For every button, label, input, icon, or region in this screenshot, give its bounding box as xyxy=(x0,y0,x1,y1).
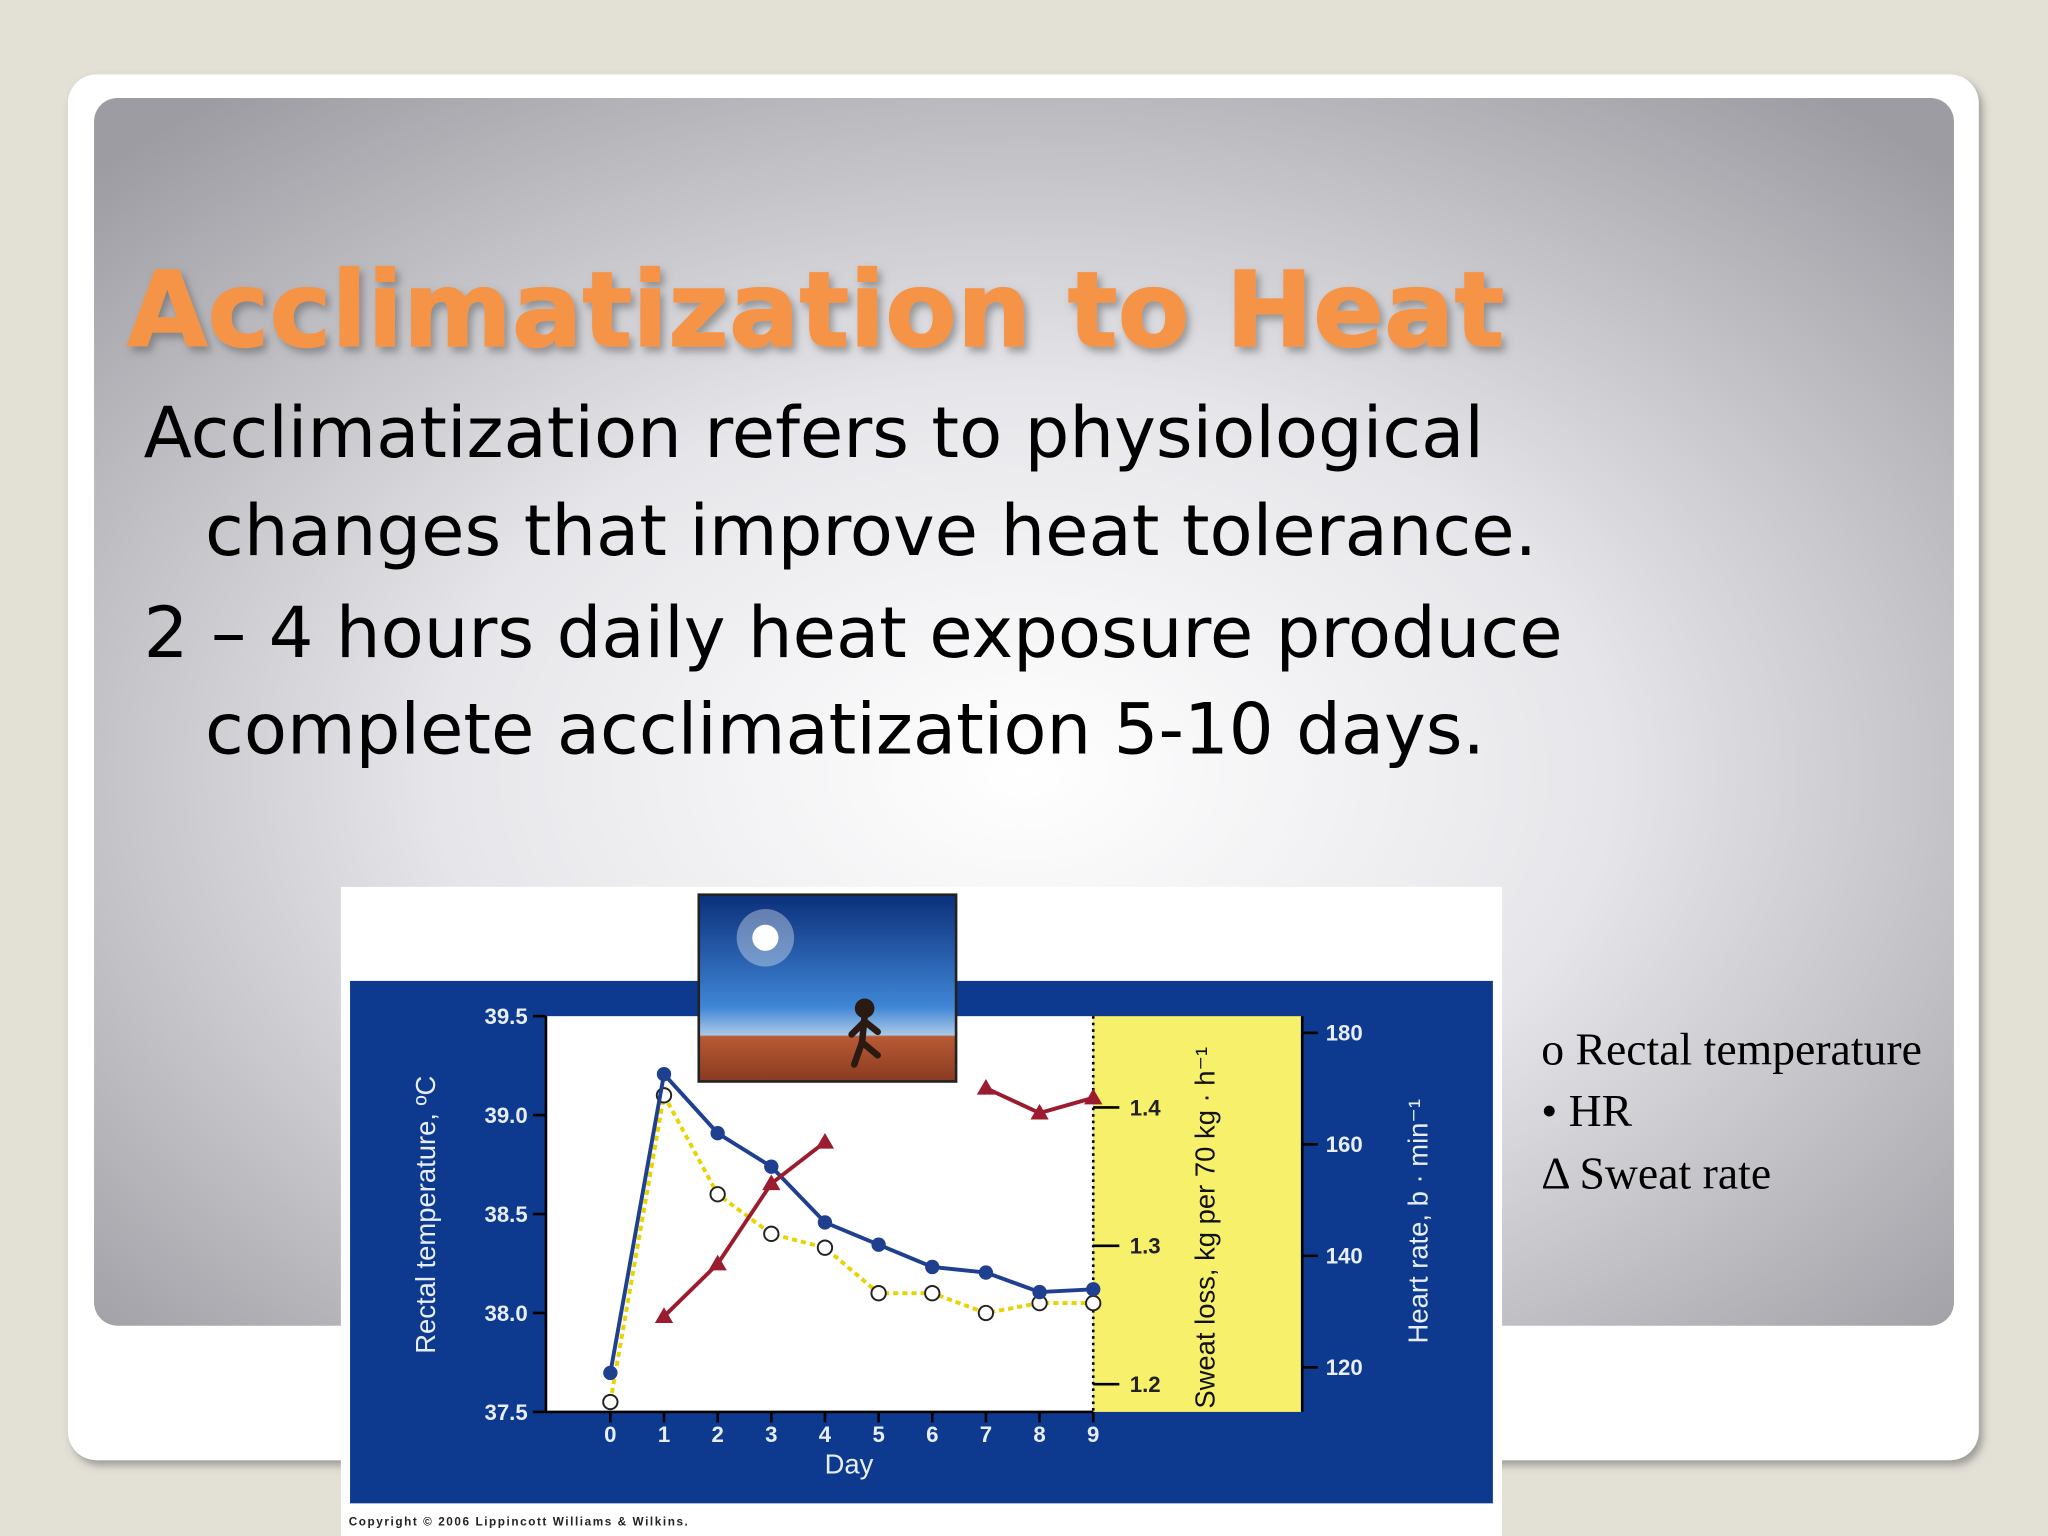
y-tick-label: 38.0 xyxy=(484,1301,527,1326)
legend-note: Δ Sweat rate xyxy=(1541,1148,1771,1199)
y-tick-label: 37.5 xyxy=(484,1400,527,1425)
point xyxy=(978,1265,994,1280)
point xyxy=(871,1237,886,1252)
x-tick-label: 8 xyxy=(1033,1422,1045,1447)
y2-tick-label: 160 xyxy=(1326,1132,1363,1157)
point xyxy=(763,1225,780,1242)
x-tick-label: 5 xyxy=(872,1422,884,1447)
photo-runner xyxy=(848,998,881,1068)
point xyxy=(710,1126,725,1141)
legend-note: • HR xyxy=(1541,1085,1632,1136)
figure: Copyright © 2006 Lippincott Williams & W… xyxy=(340,886,1503,1536)
point xyxy=(976,1078,996,1095)
photo xyxy=(697,893,958,1083)
point xyxy=(1084,1088,1103,1105)
y3-tick-label: 1.3 xyxy=(1130,1234,1161,1259)
bullet-line: changes that improve heat tolerance. xyxy=(205,490,1537,572)
bullet-line: Acclimatization refers to physiological xyxy=(144,392,1484,474)
point xyxy=(816,1239,834,1256)
legend-note: o Rectal temperature xyxy=(1541,1023,1922,1074)
series-line xyxy=(608,1089,1094,1403)
x-tick-label: 3 xyxy=(765,1422,777,1447)
y3-axis-label: Sweat loss, kg per 70 kg · h⁻¹ xyxy=(1190,1047,1221,1409)
point xyxy=(977,1304,995,1322)
point xyxy=(762,1174,781,1191)
x-tick-label: 9 xyxy=(1087,1422,1099,1447)
x-tick-label: 7 xyxy=(980,1422,992,1447)
point xyxy=(1030,1103,1049,1120)
series-line xyxy=(608,1069,1094,1374)
y-tick-label: 38.5 xyxy=(484,1202,527,1227)
bullet-line: 2 – 4 hours daily heat exposure produce xyxy=(144,592,1563,674)
y3-tick-label: 1.2 xyxy=(1130,1372,1161,1397)
slide-title: Acclimatization to Heat xyxy=(127,249,1505,371)
photo-sun-glow xyxy=(736,909,795,967)
point xyxy=(815,1132,835,1149)
point xyxy=(709,1186,726,1203)
x-tick-label: 1 xyxy=(658,1422,670,1447)
y-axis-label: Rectal temperature, ºC xyxy=(410,1076,441,1354)
point xyxy=(764,1159,779,1174)
bullet-line: complete acclimatization 5-10 days. xyxy=(205,689,1485,771)
sweat-panel xyxy=(1093,1016,1303,1412)
point xyxy=(602,1393,619,1411)
y2-tick-label: 180 xyxy=(1326,1021,1363,1046)
x-tick-label: 6 xyxy=(926,1422,938,1447)
point xyxy=(870,1285,887,1302)
x-tick-label: 4 xyxy=(819,1422,832,1447)
x-tick-label: 0 xyxy=(604,1422,616,1447)
y-tick-label: 39.0 xyxy=(484,1103,527,1128)
y-tick-label: 39.5 xyxy=(484,1004,527,1029)
y2-tick-label: 120 xyxy=(1326,1355,1363,1380)
series-line xyxy=(662,1140,827,1318)
point xyxy=(1085,1294,1102,1312)
point xyxy=(656,1066,672,1082)
point xyxy=(925,1259,940,1275)
y2-axis-label: Heart rate, b · min⁻¹ xyxy=(1403,1099,1434,1343)
y2-tick-label: 140 xyxy=(1326,1244,1363,1269)
photo-sun xyxy=(752,924,779,951)
point xyxy=(654,1307,674,1323)
x-axis-label: Day xyxy=(825,1448,874,1479)
point xyxy=(924,1285,941,1302)
point xyxy=(603,1365,618,1381)
x-tick-label: 2 xyxy=(711,1422,723,1447)
copyright: Copyright © 2006 Lippincott Williams & W… xyxy=(349,1516,690,1529)
point xyxy=(1032,1284,1047,1300)
y3-tick-label: 1.4 xyxy=(1130,1095,1162,1120)
point xyxy=(817,1215,833,1230)
point xyxy=(708,1254,727,1271)
point xyxy=(1086,1282,1101,1297)
